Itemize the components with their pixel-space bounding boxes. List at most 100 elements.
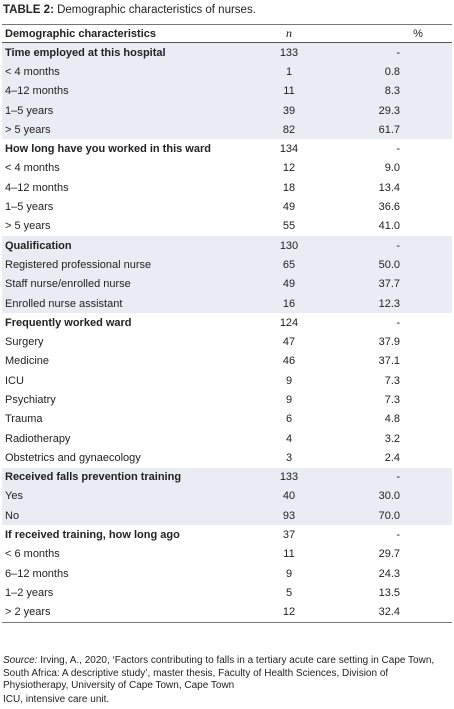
pct-cell: 2.4 <box>384 451 400 464</box>
label-cell: 6–12 months <box>5 567 69 580</box>
n-cell: 49 <box>282 201 296 214</box>
label-cell: < 4 months <box>5 162 60 175</box>
label-cell: ICU <box>5 374 24 387</box>
source-label: Source: <box>3 655 38 666</box>
n-cell: 40 <box>251 486 327 507</box>
n-cell: 55 <box>282 220 296 233</box>
data-row: Psychiatry 9 7.3 <box>2 390 452 409</box>
pct-cell: - <box>396 316 400 329</box>
label-cell: Frequently worked ward <box>5 316 132 329</box>
data-row: Enrolled nurse assistant 16 12.3 <box>2 293 452 314</box>
pct-cell: - <box>396 529 400 542</box>
label-cell: > 5 years <box>2 120 251 140</box>
data-row: 1–2 years 5 13.5 <box>2 583 452 602</box>
pct-cell: 32.4 <box>327 602 452 623</box>
pct-cell: - <box>327 467 452 487</box>
label-cell: Enrolled nurse assistant <box>2 293 251 314</box>
n-cell: 46 <box>282 355 296 368</box>
data-row: Staff nurse/enrolled nurse 49 37.7 <box>2 274 452 294</box>
pct-cell: 13.4 <box>378 181 400 194</box>
data-row: ICU 9 7.3 <box>2 371 452 390</box>
n-cell: 133 <box>251 42 327 63</box>
data-row: Surgery 47 37.9 <box>2 332 452 351</box>
pct-cell: 37.7 <box>327 274 452 294</box>
n-cell: 93 <box>251 506 327 526</box>
data-row: < 4 months 1 0.8 <box>2 62 452 82</box>
label-cell: 1–5 years <box>5 201 54 214</box>
source-note: Source: Irving, A., 2020, ‘Factors contr… <box>3 655 451 693</box>
label-cell: Surgery <box>5 336 44 349</box>
source-text: Irving, A., 2020, ‘Factors contributing … <box>3 655 435 691</box>
label-cell: Received falls prevention training <box>2 467 251 487</box>
data-row: Trauma 6 4.8 <box>2 410 452 429</box>
pct-cell: 29.3 <box>327 100 452 121</box>
group-row: How long have you worked in this ward 134… <box>2 139 452 158</box>
pct-cell: 41.0 <box>378 220 400 233</box>
group-row: Frequently worked ward 124 - <box>2 313 452 332</box>
label-cell: < 6 months <box>5 548 60 561</box>
n-cell: 5 <box>285 586 293 599</box>
n-cell: 39 <box>251 100 327 121</box>
group-row: Time employed at this hospital 133- <box>2 42 452 63</box>
data-row: Yes 40 30.0 <box>2 486 452 507</box>
label-cell: Time employed at this hospital <box>2 42 251 63</box>
data-row: > 5 years 82 61.7 <box>2 120 452 140</box>
pct-cell: 50.0 <box>327 255 452 275</box>
data-row: < 6 months 11 29.7 <box>2 545 452 564</box>
pct-cell: 9.0 <box>384 162 400 175</box>
label-cell: 4–12 months <box>2 81 251 101</box>
n-cell: 49 <box>251 274 327 294</box>
label-cell: No <box>2 506 251 526</box>
pct-cell: 37.1 <box>378 355 400 368</box>
header-row: Demographic characteristics n % <box>2 24 452 43</box>
pct-cell: 3.2 <box>384 432 400 445</box>
pct-cell: 7.3 <box>384 393 400 406</box>
data-row: 1–5 years 39 29.3 <box>2 100 452 121</box>
pct-cell: 12.3 <box>327 293 452 314</box>
label-cell: > 2 years <box>2 602 251 623</box>
data-row: 4–12 months 18 13.4 <box>2 178 452 197</box>
pct-cell: 70.0 <box>327 506 452 526</box>
label-cell: > 5 years <box>5 220 51 233</box>
n-cell: 133 <box>251 467 327 487</box>
label-cell: How long have you worked in this ward <box>5 143 211 156</box>
label-cell: Registered professional nurse <box>2 255 251 275</box>
n-cell: 9 <box>285 567 293 580</box>
label-cell: 1–5 years <box>2 100 251 121</box>
n-cell: 4 <box>285 432 293 445</box>
label-cell: 4–12 months <box>5 181 69 194</box>
data-row: Registered professional nurse 65 50.0 <box>2 255 452 275</box>
label-cell: Medicine <box>5 355 50 368</box>
pct-cell: 0.8 <box>327 62 452 82</box>
caption-text: Demographic characteristics of nurses. <box>57 4 256 16</box>
n-cell: 3 <box>285 451 293 464</box>
n-cell: 47 <box>282 336 296 349</box>
group-row: If received training, how long ago 37 - <box>2 525 452 544</box>
data-row: > 5 years 55 41.0 <box>2 217 452 236</box>
n-cell: 11 <box>251 81 327 101</box>
label-cell: < 4 months <box>2 62 251 82</box>
data-row: 4–12 months 11 8.3 <box>2 81 452 101</box>
n-cell: 37 <box>282 529 296 542</box>
data-row: 1–5 years 49 36.6 <box>2 197 452 216</box>
n-cell: 134 <box>279 143 299 156</box>
header-cell: Demographic characteristics <box>2 24 251 43</box>
data-row: No 93 70.0 <box>2 506 452 526</box>
n-cell: 16 <box>251 293 327 314</box>
caption-label: TABLE 2: <box>3 4 54 16</box>
data-row: Obstetrics and gynaecology 3 2.4 <box>2 448 452 467</box>
label-cell: Qualification <box>2 235 251 256</box>
group-row: Received falls prevention training 133- <box>2 467 452 487</box>
data-row: Medicine 46 37.1 <box>2 352 452 371</box>
pct-cell: - <box>327 42 452 63</box>
label-cell: 1–2 years <box>5 586 54 599</box>
pct-cell: 13.5 <box>378 586 400 599</box>
n-cell: 65 <box>251 255 327 275</box>
n-cell: 18 <box>282 181 296 194</box>
n-cell: 9 <box>285 393 293 406</box>
n-cell: 6 <box>285 413 293 426</box>
n-cell: 9 <box>285 374 293 387</box>
pct-cell: 30.0 <box>327 486 452 507</box>
n-cell: 130 <box>251 235 327 256</box>
